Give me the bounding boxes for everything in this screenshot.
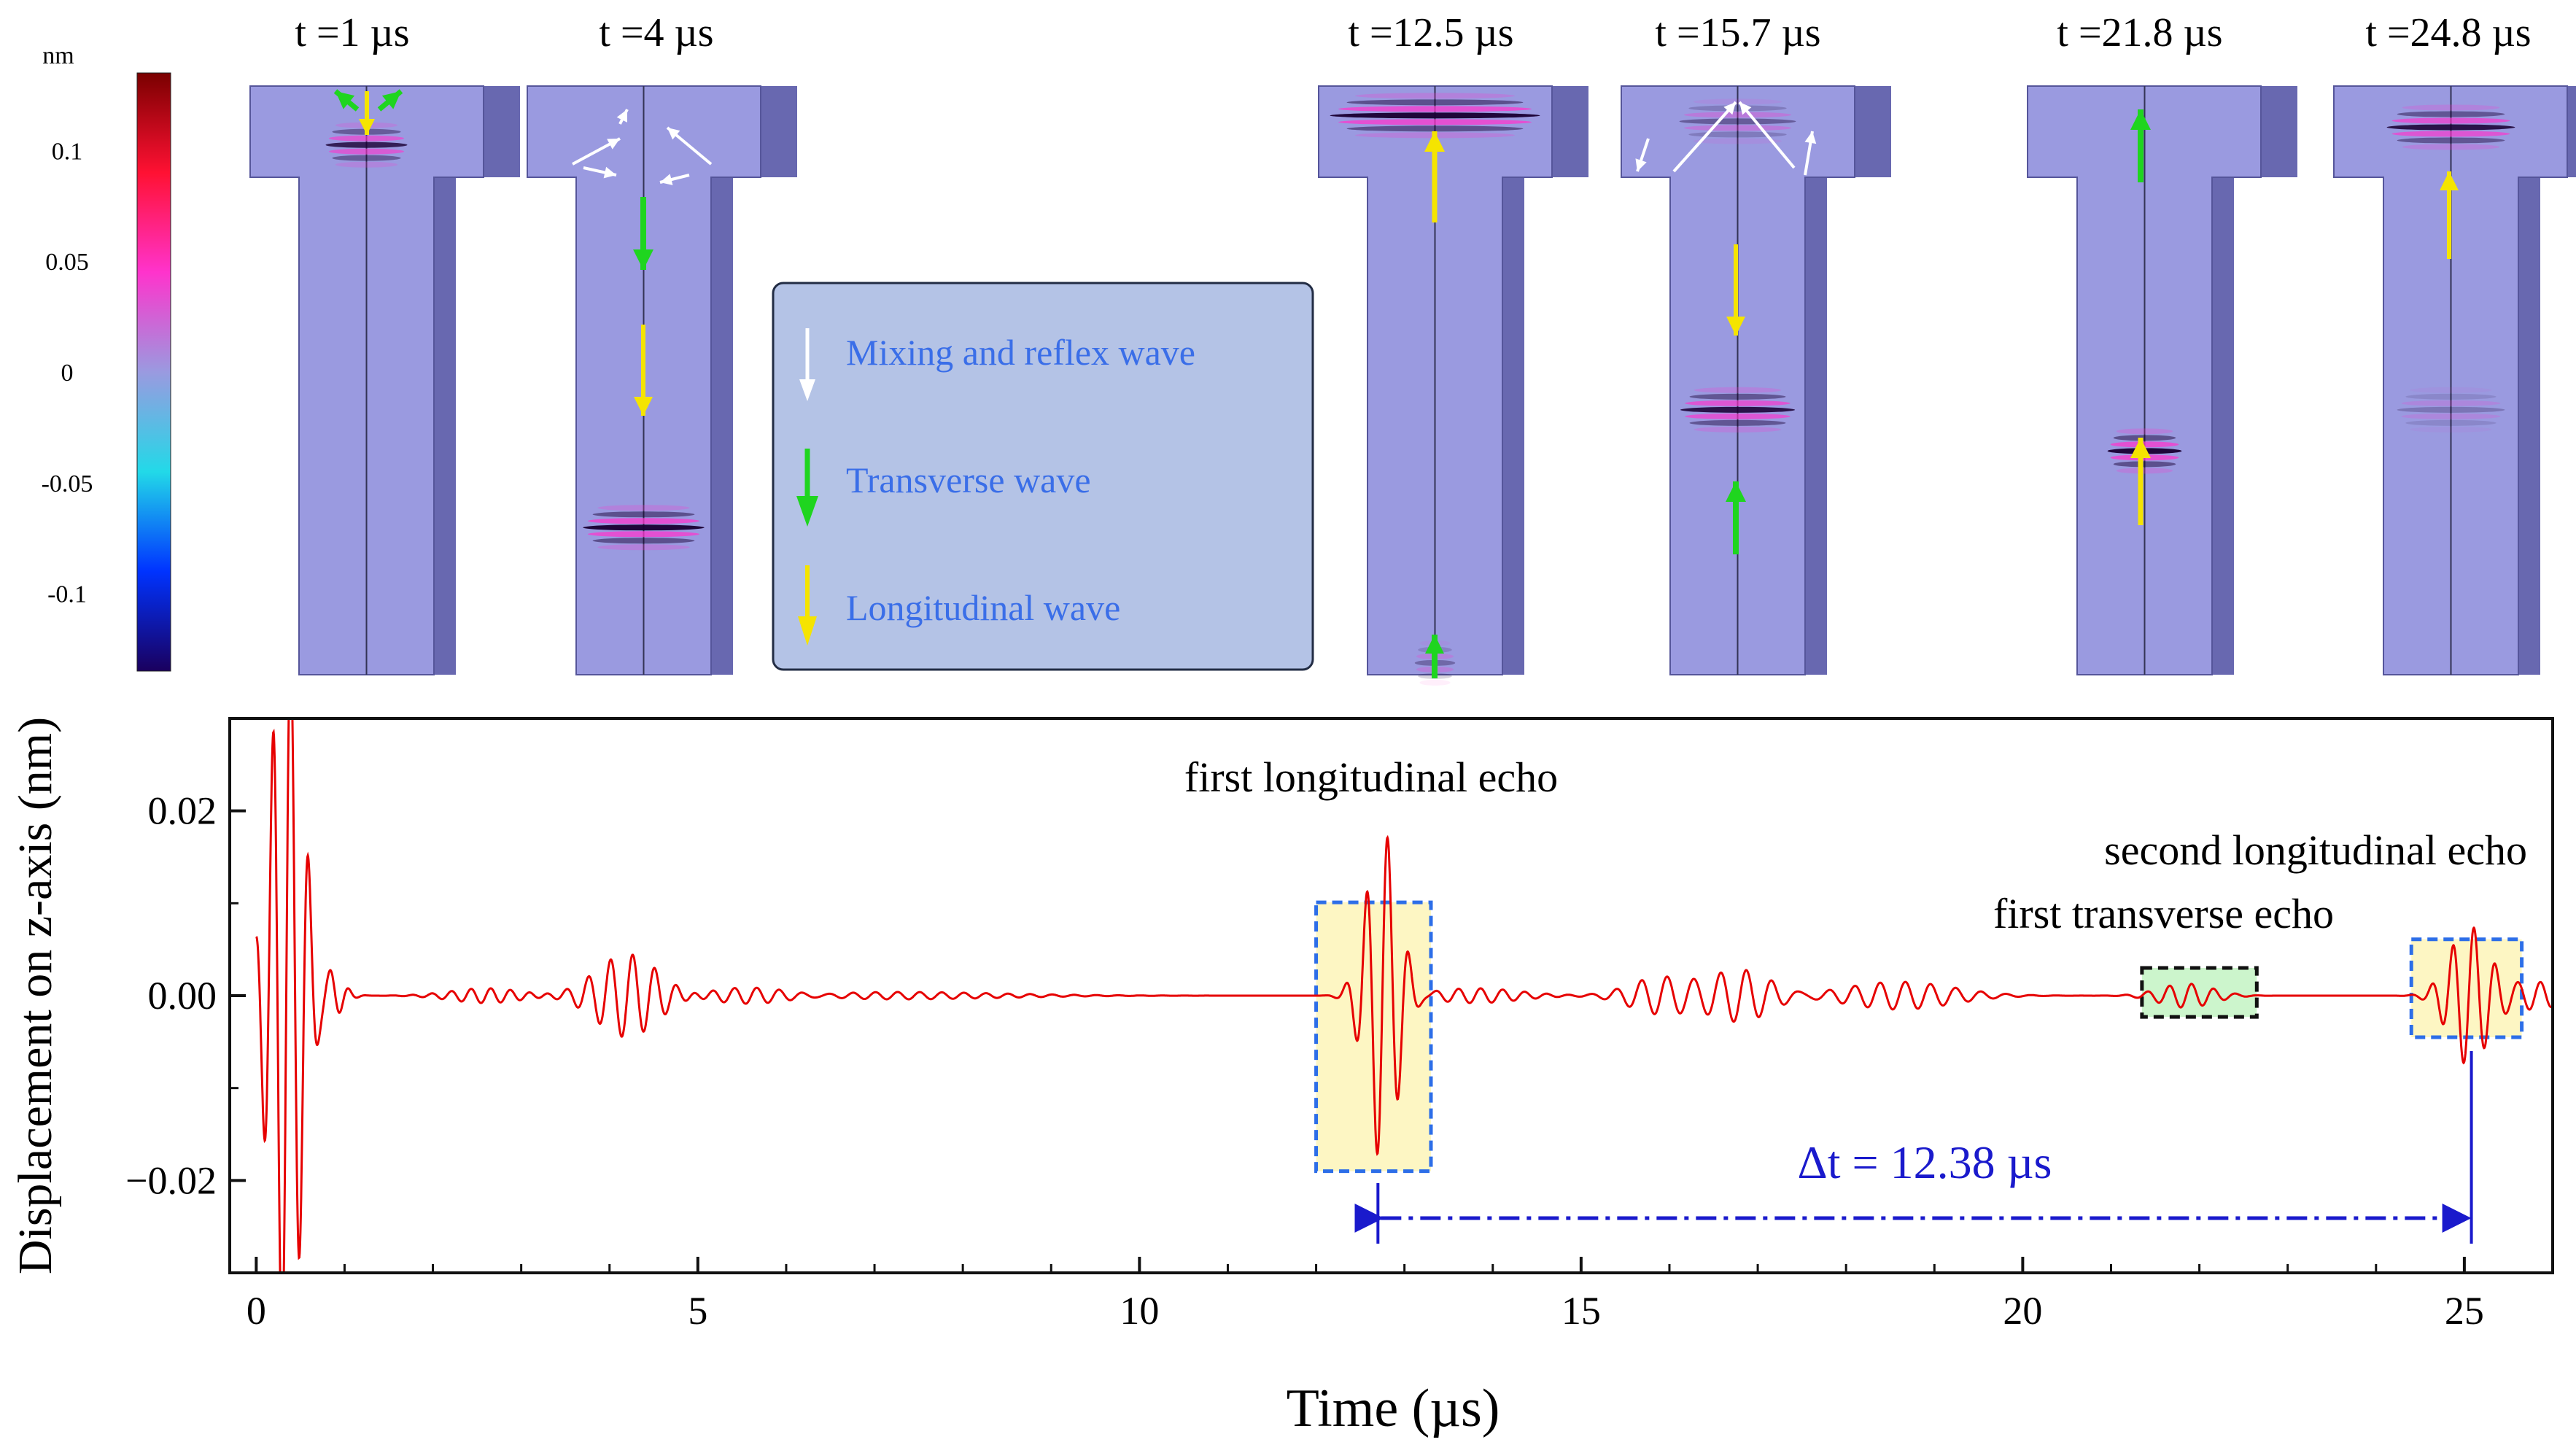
wave-arrow-icon bbox=[1672, 101, 1737, 173]
colorbar-gradient bbox=[136, 72, 171, 672]
wave-arrow-icon bbox=[583, 166, 617, 179]
echo-highlight-box bbox=[2140, 966, 2259, 1019]
snapshot-specimen bbox=[249, 85, 520, 675]
colorbar-tick-label: -0.1 bbox=[47, 581, 87, 608]
legend-item-longitudinal: Longitudinal wave bbox=[798, 565, 1120, 646]
legend-label: Transverse wave bbox=[846, 460, 1091, 500]
wave-arrow-icon bbox=[1635, 138, 1650, 172]
legend-label: Mixing and reflex wave bbox=[846, 332, 1195, 373]
snapshot-label: t =21.8 µs bbox=[2057, 10, 2222, 55]
colorbar-tick-label: 0.1 bbox=[52, 138, 83, 165]
wave-arrow-icon bbox=[1424, 131, 1445, 222]
wave-arrow-icon bbox=[633, 197, 653, 270]
wave-arrow-icon bbox=[1804, 131, 1817, 176]
wave-arrow-icon bbox=[634, 325, 653, 416]
y-axis-label: Displacement on z-axis (nm) bbox=[9, 717, 62, 1274]
wave-arrow-icon bbox=[666, 126, 713, 166]
x-tick-label: 15 bbox=[1561, 1289, 1601, 1333]
y-tick-label: 0.00 bbox=[148, 974, 217, 1018]
x-tick-label: 20 bbox=[2003, 1289, 2042, 1333]
wave-arrow-icon bbox=[2440, 171, 2459, 259]
wave-arrow-icon bbox=[2130, 438, 2151, 525]
wave-arrow-icon bbox=[616, 109, 629, 125]
legend-box bbox=[772, 282, 1314, 671]
snapshot-label: t =4 µs bbox=[599, 10, 713, 55]
x-tick-label: 0 bbox=[247, 1289, 266, 1333]
wave-arrow-icon bbox=[1726, 481, 1746, 554]
colorbar-tick-label: 0.05 bbox=[45, 249, 89, 276]
colorbar-unit: nm bbox=[42, 42, 74, 69]
wave-legend: Mixing and reflex wave Transverse wave L… bbox=[772, 282, 1314, 671]
snapshot-label: t =1 µs bbox=[295, 10, 409, 55]
yellow-arrowhead-icon bbox=[798, 616, 817, 646]
snapshot-specimen bbox=[1621, 85, 1891, 675]
annotation-first-longitudinal: first longitudinal echo bbox=[1184, 753, 1558, 801]
legend-label: Longitudinal wave bbox=[846, 587, 1120, 628]
snapshot-label: t =12.5 µs bbox=[1348, 10, 1513, 55]
interval-label: Δt = 12.38 µs bbox=[1798, 1136, 2052, 1188]
colorbar-tick-label: 0 bbox=[61, 360, 74, 387]
snapshot-panels: t =1 µs t =4 µs t =12.5 µs t =15.7 µs t … bbox=[249, 10, 2576, 686]
displacement-chart: 0 5 10 15 20 25 0.02 0.00 −0.02 Time (µs) Displa… bbox=[9, 717, 2554, 1438]
legend-item-transverse: Transverse wave bbox=[796, 449, 1091, 527]
x-axis-label: Time (µs) bbox=[1287, 1379, 1500, 1438]
displacement-series-line bbox=[255, 718, 2553, 1273]
wave-arrow-icon bbox=[572, 137, 621, 166]
snapshot-specimen bbox=[527, 85, 797, 675]
snapshot-specimen bbox=[1318, 85, 1588, 686]
green-arrowhead-icon bbox=[796, 496, 818, 527]
x-tick-label: 25 bbox=[2445, 1289, 2484, 1333]
wave-arrow-icon bbox=[1425, 635, 1444, 678]
snapshot-specimen bbox=[2027, 85, 2297, 675]
wave-arrow-icon bbox=[2130, 109, 2151, 182]
wave-arrow-icon bbox=[659, 174, 690, 185]
y-tick-label: −0.02 bbox=[125, 1158, 217, 1202]
y-tick-label: 0.02 bbox=[148, 789, 217, 833]
x-tick-label: 5 bbox=[688, 1289, 707, 1333]
wave-arrow-icon bbox=[377, 89, 403, 112]
legend-item-mixing: Mixing and reflex wave bbox=[799, 328, 1195, 401]
snapshot-specimen bbox=[2333, 85, 2576, 675]
wave-arrow-icon bbox=[333, 89, 360, 112]
wave-arrow-icon bbox=[1726, 244, 1745, 336]
wave-arrow-icon bbox=[359, 91, 375, 135]
snapshot-label: t =24.8 µs bbox=[2365, 10, 2531, 55]
wave-arrow-icon bbox=[1738, 101, 1796, 169]
x-tick-label: 10 bbox=[1120, 1289, 1159, 1333]
colorbar-tick-label: -0.05 bbox=[42, 470, 93, 497]
snapshot-label: t =15.7 µs bbox=[1655, 10, 1820, 55]
colorbar: nm 0.1 0.05 0 -0.05 -0.1 bbox=[42, 42, 171, 672]
annotation-first-transverse: first transverse echo bbox=[1993, 890, 2334, 937]
annotation-second-longitudinal: second longitudinal echo bbox=[2104, 826, 2527, 874]
white-arrowhead-icon bbox=[799, 379, 815, 401]
